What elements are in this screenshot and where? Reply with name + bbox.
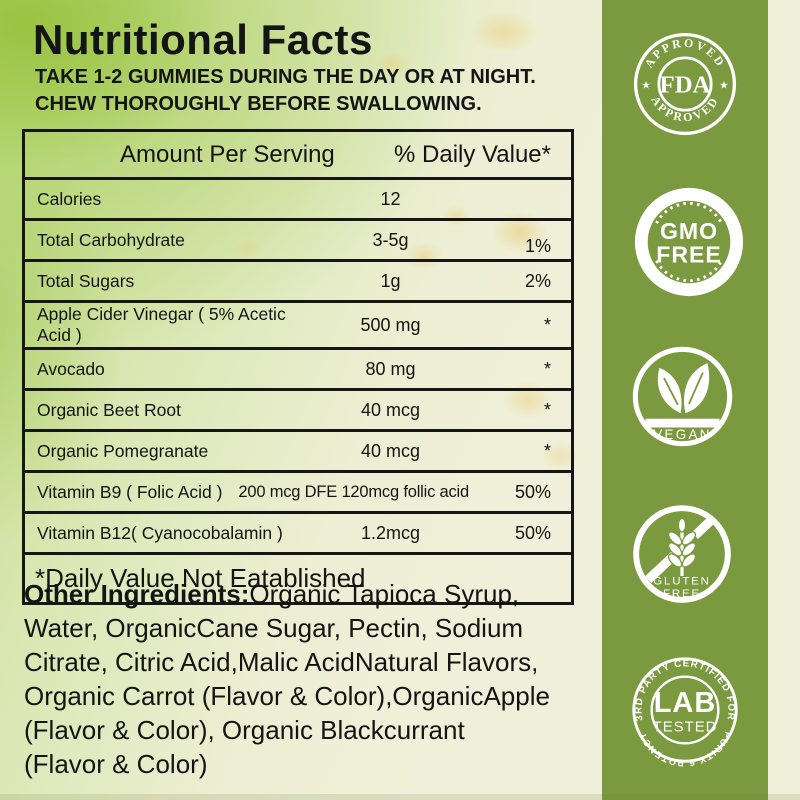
nutrient-daily-value: 50% — [514, 522, 551, 543]
gmo-text-line1: GMO — [660, 218, 718, 244]
table-row: Apple Cider Vinegar ( 5% Acetic Acid ) 5… — [25, 303, 571, 350]
page-title: Nutritional Facts — [33, 16, 373, 63]
table-row: Vitamin B9 ( Folic Acid ) 200 mcg DFE 12… — [25, 473, 571, 514]
nutrient-daily-value: 2% — [524, 270, 551, 291]
other-ingredients-line: Citrate, Citric Acid,Malic AcidNatural F… — [24, 647, 539, 677]
nutrient-daily-value: * — [543, 440, 551, 461]
svg-text:APPROVED: APPROVED — [642, 36, 729, 71]
directions-line-2: CHEW THOROUGHLY BEFORE SWALLOWING. — [35, 93, 482, 115]
gluten-free-badge-icon: GLUTEN FREE — [627, 499, 737, 609]
leaf-icon — [657, 363, 710, 414]
star-icon: ★ — [719, 80, 728, 91]
nutrient-name: Avocado — [37, 358, 105, 379]
facts-table: Amount Per Serving % Daily Value* Calori… — [22, 129, 574, 605]
table-row: Total Sugars 1g 2% — [25, 262, 571, 303]
directions-line-1: TAKE 1-2 GUMMIES DURING THE DAY OR AT NI… — [35, 66, 536, 88]
nutrient-name: Vitamin B9 ( Folic Acid ) — [37, 481, 223, 502]
other-ingredients-line: Organic Carrot (Flavor & Color),OrganicA… — [24, 681, 550, 711]
other-ingredients-line: Other Ingredients:Organic Tapioca Syrup, — [24, 577, 614, 611]
nutrient-name: Calories — [37, 188, 102, 209]
svg-text:PURITY 6 POTENCY: PURITY 6 POTENCY — [637, 730, 733, 768]
fda-approved-stamp-icon: APPROVED APPROVED ★ ★ FDA — [628, 27, 742, 141]
nutrient-daily-value: 50% — [514, 481, 551, 502]
nutrient-name: Vitamin B12( Cyanocobalamin ) — [37, 522, 283, 543]
nutrient-amount: 1.2mcg — [360, 522, 421, 543]
other-ingredients-label: Other Ingredients: — [24, 579, 250, 609]
nutrient-amount: 500 mg — [360, 314, 421, 335]
lab-center-line2: TESTED — [653, 718, 718, 735]
other-ingredients-line: (Flavor & Color) — [24, 749, 208, 779]
lab-tested-stamp-icon: 3RD PARTY CERTIFIED FOR PURITY 6 POTENCY… — [627, 652, 743, 768]
fda-arc-top-text: APPROVED — [642, 36, 726, 71]
nutrient-name: Total Sugars — [37, 270, 135, 291]
nutrient-name: Apple Cider Vinegar ( 5% Acetic Acid ) — [37, 304, 286, 345]
facts-table-header: Amount Per Serving % Daily Value* — [25, 132, 571, 180]
other-ingredients: Other Ingredients:Organic Tapioca Syrup,… — [24, 577, 614, 781]
nutrient-amount: 40 mcg — [360, 440, 421, 461]
directions: TAKE 1-2 GUMMIES DURING THE DAY OR AT NI… — [35, 64, 536, 118]
nutrient-daily-value: * — [543, 358, 551, 379]
gmo-text-line2: FREE — [656, 242, 722, 268]
facts-rows: Calories 12 Total Carbohydrate 3-5g 1% T… — [25, 180, 571, 555]
nutrient-name: Total Carbohydrate — [37, 229, 185, 250]
header-amount-label: Amount Per Serving — [120, 140, 335, 168]
nutrient-amount: 3-5g — [372, 229, 409, 250]
table-row: Vitamin B12( Cyanocobalamin ) 1.2mcg 50% — [25, 514, 571, 555]
nutrient-amount: 80 mg — [365, 358, 416, 379]
table-footnote: *Daily Value Not Eatablished — [35, 563, 366, 593]
gluten-text-line2: FREE — [663, 588, 701, 600]
table-row: Organic Pomegranate 40 mcg * — [25, 432, 571, 473]
gmo-free-badge-icon: GMO FREE — [630, 183, 748, 301]
gluten-text-line1: GLUTEN — [653, 575, 710, 587]
table-row: Organic Beet Root 40 mcg * — [25, 391, 571, 432]
lab-center-line1: LAB — [654, 687, 717, 719]
nutrient-amount: 40 mcg — [360, 399, 421, 420]
fda-center-text: FDA — [660, 72, 711, 99]
nutrient-amount: 1g — [380, 270, 401, 291]
nutrient-daily-value: * — [543, 399, 551, 420]
nutrient-daily-value: * — [543, 314, 551, 335]
nutrient-amount: 200 mcg DFE 120mcg follic acid — [238, 482, 469, 501]
table-row: Calories 12 — [25, 180, 571, 221]
star-icon: ★ — [641, 80, 650, 91]
table-row: Avocado 80 mg * — [25, 350, 571, 391]
other-ingredients-text: Organic Tapioca Syrup, — [249, 579, 520, 609]
vegan-text: VEGAN — [653, 427, 712, 442]
nutrient-name: Organic Pomegranate — [37, 440, 209, 461]
other-ingredients-line: (Flavor & Color), Organic Blackcurrant — [24, 715, 465, 745]
nutrient-daily-value: 1% — [524, 236, 551, 256]
other-ingredients-line: Water, OrganicCane Sugar, Pectin, Sodium — [24, 613, 524, 643]
vegan-badge-icon: VEGAN — [627, 341, 738, 452]
wheat-icon — [667, 517, 697, 576]
header-daily-value-label: % Daily Value* — [394, 140, 551, 168]
nutrient-amount: 12 — [380, 188, 401, 209]
nutrient-name: Organic Beet Root — [37, 399, 181, 420]
lab-arc-bottom-text: PURITY 6 POTENCY — [637, 730, 732, 768]
table-row: Total Carbohydrate 3-5g 1% — [25, 221, 571, 262]
